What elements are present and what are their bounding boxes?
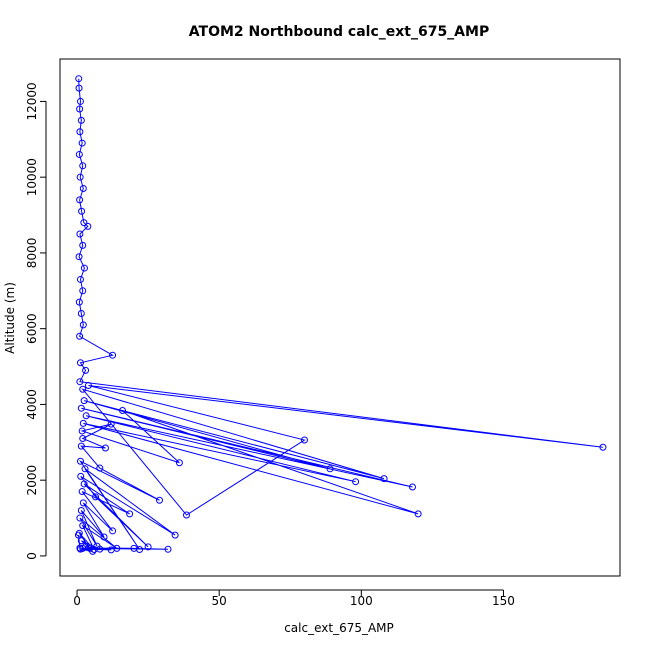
y-tick-label: 6000 bbox=[25, 313, 39, 344]
data-point bbox=[130, 544, 138, 552]
data-point bbox=[76, 173, 84, 181]
series-line bbox=[77, 78, 604, 552]
data-point bbox=[76, 544, 84, 552]
data-point bbox=[77, 506, 85, 514]
data-point bbox=[408, 483, 416, 491]
data-point bbox=[84, 222, 92, 230]
y-axis: 0 2000 4000 6000 8000 10000 12000 bbox=[25, 82, 47, 560]
x-tick-label: 0 bbox=[73, 594, 81, 608]
data-point bbox=[107, 546, 115, 554]
data-point bbox=[300, 436, 308, 444]
data-point bbox=[80, 264, 88, 272]
data-point bbox=[79, 499, 87, 507]
data-point bbox=[78, 139, 86, 147]
y-tick-label: 12000 bbox=[25, 82, 39, 120]
y-tick-label: 10000 bbox=[25, 158, 39, 196]
data-point bbox=[76, 332, 84, 340]
data-point bbox=[380, 475, 388, 483]
data-point bbox=[77, 116, 85, 124]
data-point bbox=[76, 230, 84, 238]
data-point bbox=[79, 385, 87, 393]
data-point bbox=[76, 457, 84, 465]
data-point bbox=[414, 510, 422, 518]
data-point bbox=[79, 522, 87, 530]
data-point bbox=[84, 381, 92, 389]
plot-frame bbox=[59, 58, 621, 577]
data-point bbox=[126, 510, 134, 518]
data-point bbox=[326, 465, 334, 473]
y-axis-label: Altitude (m) bbox=[3, 282, 17, 354]
data-point bbox=[89, 547, 97, 555]
data-point bbox=[82, 412, 90, 420]
data-point bbox=[80, 219, 88, 227]
data-point bbox=[79, 435, 87, 443]
data-point bbox=[100, 533, 108, 541]
y-tick-label: 8000 bbox=[25, 238, 39, 269]
series-layer bbox=[74, 75, 607, 555]
data-point bbox=[76, 359, 84, 367]
data-point bbox=[107, 420, 115, 428]
data-point bbox=[80, 480, 88, 488]
data-point bbox=[74, 531, 82, 539]
data-point bbox=[77, 472, 85, 480]
y-tick-label: 2000 bbox=[25, 465, 39, 496]
data-point bbox=[79, 287, 87, 295]
data-point bbox=[77, 442, 85, 450]
data-point bbox=[76, 97, 84, 105]
data-point bbox=[79, 162, 87, 170]
data-point bbox=[96, 545, 104, 553]
data-point bbox=[175, 459, 183, 467]
data-point bbox=[599, 443, 607, 451]
data-point bbox=[79, 419, 87, 427]
data-point bbox=[75, 298, 83, 306]
data-point bbox=[144, 543, 152, 551]
data-point bbox=[77, 537, 85, 545]
data-point bbox=[78, 427, 86, 435]
data-point bbox=[352, 478, 360, 486]
data-point bbox=[183, 511, 190, 519]
data-point bbox=[101, 444, 109, 452]
data-point bbox=[155, 496, 163, 504]
data-point bbox=[75, 75, 83, 83]
data-point bbox=[76, 196, 84, 204]
x-tick-label: 100 bbox=[350, 594, 373, 608]
x-tick-label: 150 bbox=[492, 594, 515, 608]
data-point bbox=[79, 321, 87, 329]
data-point bbox=[75, 84, 83, 92]
y-tick-label: 4000 bbox=[25, 389, 39, 420]
x-axis-label: calc_ext_675_AMP bbox=[284, 621, 394, 635]
data-point bbox=[78, 207, 86, 215]
data-point bbox=[164, 545, 172, 553]
data-point bbox=[79, 185, 87, 193]
data-point bbox=[78, 488, 86, 496]
data-point bbox=[79, 544, 87, 552]
data-point bbox=[171, 531, 179, 539]
data-point bbox=[82, 366, 90, 374]
data-point bbox=[76, 275, 84, 283]
data-point bbox=[81, 465, 89, 473]
data-point bbox=[109, 527, 117, 535]
data-point bbox=[109, 351, 117, 359]
y-tick-label: 0 bbox=[25, 552, 39, 560]
data-point bbox=[119, 406, 127, 414]
data-point bbox=[76, 105, 84, 113]
data-point bbox=[77, 310, 85, 318]
data-point bbox=[92, 493, 100, 501]
data-point bbox=[77, 404, 85, 412]
data-point bbox=[76, 514, 84, 522]
data-point bbox=[75, 253, 83, 261]
data-point bbox=[75, 150, 83, 158]
data-point bbox=[76, 128, 84, 136]
data-point bbox=[96, 464, 104, 472]
data-point bbox=[79, 241, 87, 249]
chart-title: ATOM2 Northbound calc_ext_675_AMP bbox=[189, 24, 489, 40]
data-point bbox=[80, 397, 88, 405]
x-tick-label: 50 bbox=[212, 594, 227, 608]
x-axis: 0 50 100 150 bbox=[73, 589, 515, 608]
data-point bbox=[76, 378, 84, 386]
